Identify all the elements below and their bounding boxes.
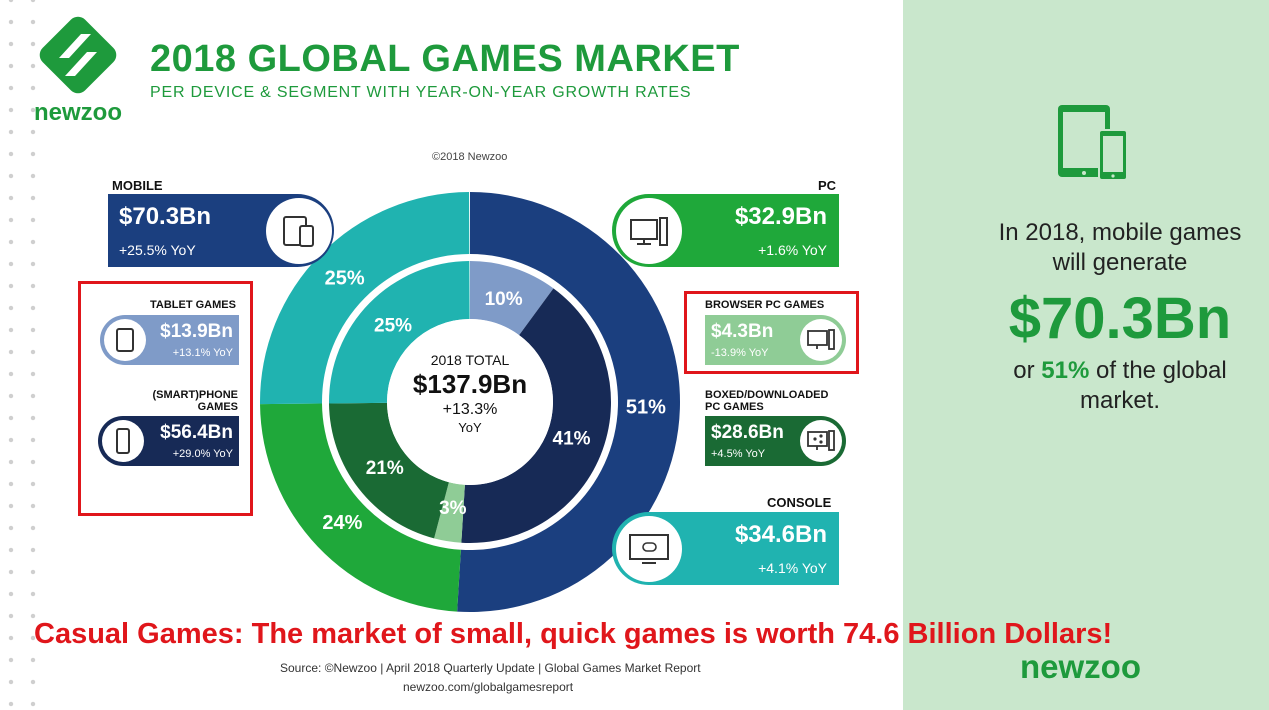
outer-slice-console — [260, 192, 470, 405]
side-line-4: market. — [1079, 387, 1160, 414]
phone-label-line2: GAMES — [197, 401, 238, 413]
logo-wordmark: newzoo — [34, 99, 122, 126]
console-label: CONSOLE — [767, 495, 832, 510]
boxed-label-line1: BOXED/DOWNLOADED — [705, 389, 829, 401]
boxed-card: $28.6Bn +4.5% YoY — [705, 416, 846, 466]
phone-label: (SMART)PHONE GAMES — [150, 389, 238, 413]
boxed-label: BOXED/DOWNLOADED PC GAMES — [705, 389, 828, 413]
source-url[interactable]: newzoo.com/globalgamesreport — [403, 680, 574, 694]
side-summary-tail: or 51% of the global market. — [930, 356, 1269, 416]
copyright-note: ©2018 Newzoo — [432, 151, 508, 163]
browser-yoy: -13.9% YoY — [711, 347, 769, 359]
dot-pattern — [0, 0, 44, 710]
browser-card: $4.3Bn -13.9% YoY — [705, 315, 846, 365]
mobile-devices-icon — [266, 198, 332, 264]
tablet-phone-icon — [1058, 105, 1128, 181]
tv-gamepad-icon — [616, 516, 682, 582]
desktop-pc-icon — [616, 198, 682, 264]
phone-card: $56.4Bn +29.0% YoY — [98, 416, 239, 466]
phone-yoy: +29.0% YoY — [172, 448, 233, 460]
tablet-card: $13.9Bn +13.1% YoY — [100, 315, 239, 365]
newzoo-logo: newzoo — [28, 12, 128, 127]
side-line-3: or 51% of the global — [930, 356, 1269, 386]
mobile-amount: $70.3Bn — [119, 203, 212, 230]
side-line-3-highlight: 51% — [1041, 357, 1090, 384]
pc-amount: $32.9Bn — [734, 203, 827, 230]
boxed-label-line2: PC GAMES — [705, 401, 764, 413]
casual-games-banner: Casual Games: The market of small, quick… — [34, 618, 1113, 650]
center-total-yoy: YoY — [458, 420, 482, 435]
phone-amount: $56.4Bn — [160, 422, 233, 443]
page-title: 2018 GLOBAL GAMES MARKET — [150, 38, 740, 80]
pc-yoy: +1.6% YoY — [758, 242, 827, 258]
browser-amount: $4.3Bn — [711, 321, 774, 342]
mobile-yoy: +25.5% YoY — [119, 242, 196, 258]
highlight-box-mobile-breakdown — [78, 281, 253, 516]
console-amount: $34.6Bn — [734, 521, 827, 548]
console-card: $34.6Bn +4.1% YoY — [612, 512, 839, 585]
browser-pc-icon — [800, 319, 842, 361]
pc-label: PC — [818, 178, 837, 193]
tablet-yoy: +13.1% YoY — [172, 347, 233, 359]
browser-label: BROWSER PC GAMES — [705, 299, 825, 311]
side-line-3-prefix: or — [1013, 357, 1035, 384]
mobile-card: $70.3Bn +25.5% YoY — [108, 194, 334, 267]
outer-slice-pc — [260, 403, 461, 612]
inner-slice-smart-phone — [461, 288, 611, 543]
tablet-icon — [104, 319, 146, 361]
console-yoy: +4.1% YoY — [758, 560, 827, 576]
center-total: 2018 TOTAL $137.9Bn +13.3% YoY — [400, 352, 540, 435]
mobile-label: MOBILE — [112, 178, 163, 193]
side-summary: In 2018, mobile games will generate — [930, 218, 1269, 278]
center-total-label: 2018 TOTAL — [430, 352, 510, 368]
download-pc-icon — [800, 420, 842, 462]
page-subtitle: PER DEVICE & SEGMENT WITH YEAR-ON-YEAR G… — [150, 84, 692, 101]
side-line-3-suffix: of the global — [1095, 357, 1227, 384]
highlight-box-browser — [684, 291, 859, 374]
center-total-value: $137.9Bn — [412, 369, 528, 399]
newzoo-logo-icon — [39, 16, 117, 94]
boxed-amount: $28.6Bn — [711, 422, 784, 443]
source-note: Source: ©Newzoo | April 2018 Quarterly U… — [280, 661, 701, 675]
phone-label-line1: (SMART)PHONE — [152, 389, 238, 401]
inner-slice-browser-pc — [434, 482, 465, 543]
smartphone-icon — [102, 420, 144, 462]
side-line-2: will generate — [1052, 249, 1188, 276]
side-line-1: In 2018, mobile games — [998, 219, 1242, 246]
inner-slice-tablet — [470, 261, 554, 336]
footer-newzoo-logo: newzoo — [1020, 648, 1141, 685]
boxed-yoy: +4.5% YoY — [711, 448, 766, 460]
center-total-growth: +13.3% — [442, 401, 498, 418]
tablet-label: TABLET GAMES — [150, 299, 236, 311]
pc-card: $32.9Bn +1.6% YoY — [612, 194, 839, 267]
side-big-amount: $70.3Bn — [1008, 286, 1232, 351]
outer-slice-mobile — [457, 192, 681, 613]
tablet-amount: $13.9Bn — [160, 321, 233, 342]
